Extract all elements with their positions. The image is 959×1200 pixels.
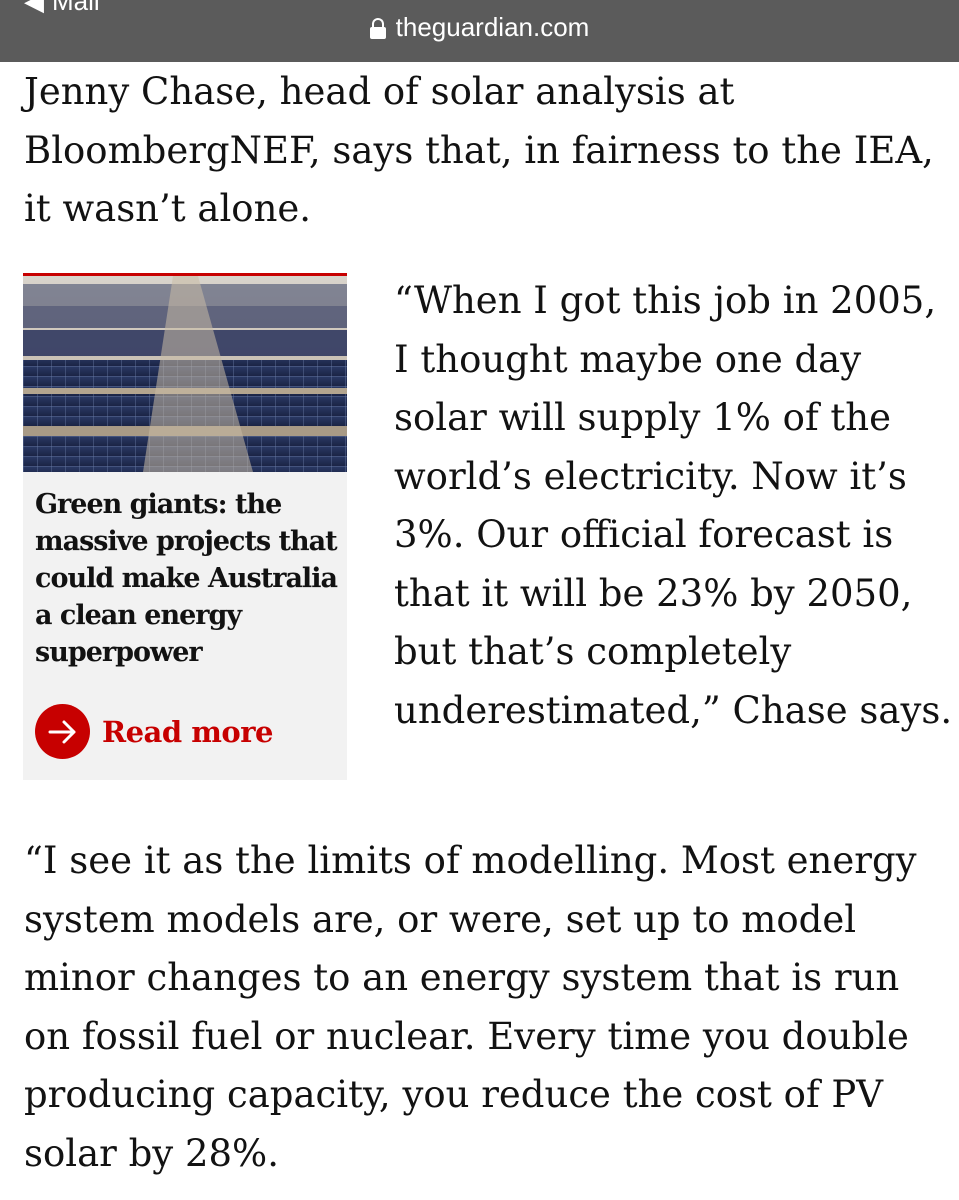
read-more-link[interactable]: Read more <box>35 704 273 759</box>
back-label: Mail <box>52 0 100 16</box>
article-paragraph-1: Jenny Chase, head of solar analysis at B… <box>24 70 934 230</box>
url-text: theguardian.com <box>395 12 590 42</box>
back-to-mail-button[interactable]: ◀ Mail <box>24 0 100 17</box>
related-article-title[interactable]: Green giants: the massive projects that … <box>35 489 338 668</box>
lock-icon <box>369 17 386 39</box>
browser-top-bar: ◀ Mail theguardian.com <box>0 0 959 62</box>
address-bar[interactable]: theguardian.com <box>0 12 959 43</box>
article-paragraph-2: “When I got this job in 2005, I thought … <box>394 279 953 732</box>
read-more-label: Read more <box>102 714 273 749</box>
related-article-card[interactable]: Green giants: the massive projects that … <box>23 273 347 780</box>
arrow-right-icon <box>35 704 90 759</box>
article-paragraph-3: “I see it as the limits of modelling. Mo… <box>24 839 917 1175</box>
solar-farm-image <box>23 276 347 472</box>
back-chevron-icon: ◀ <box>24 0 44 16</box>
